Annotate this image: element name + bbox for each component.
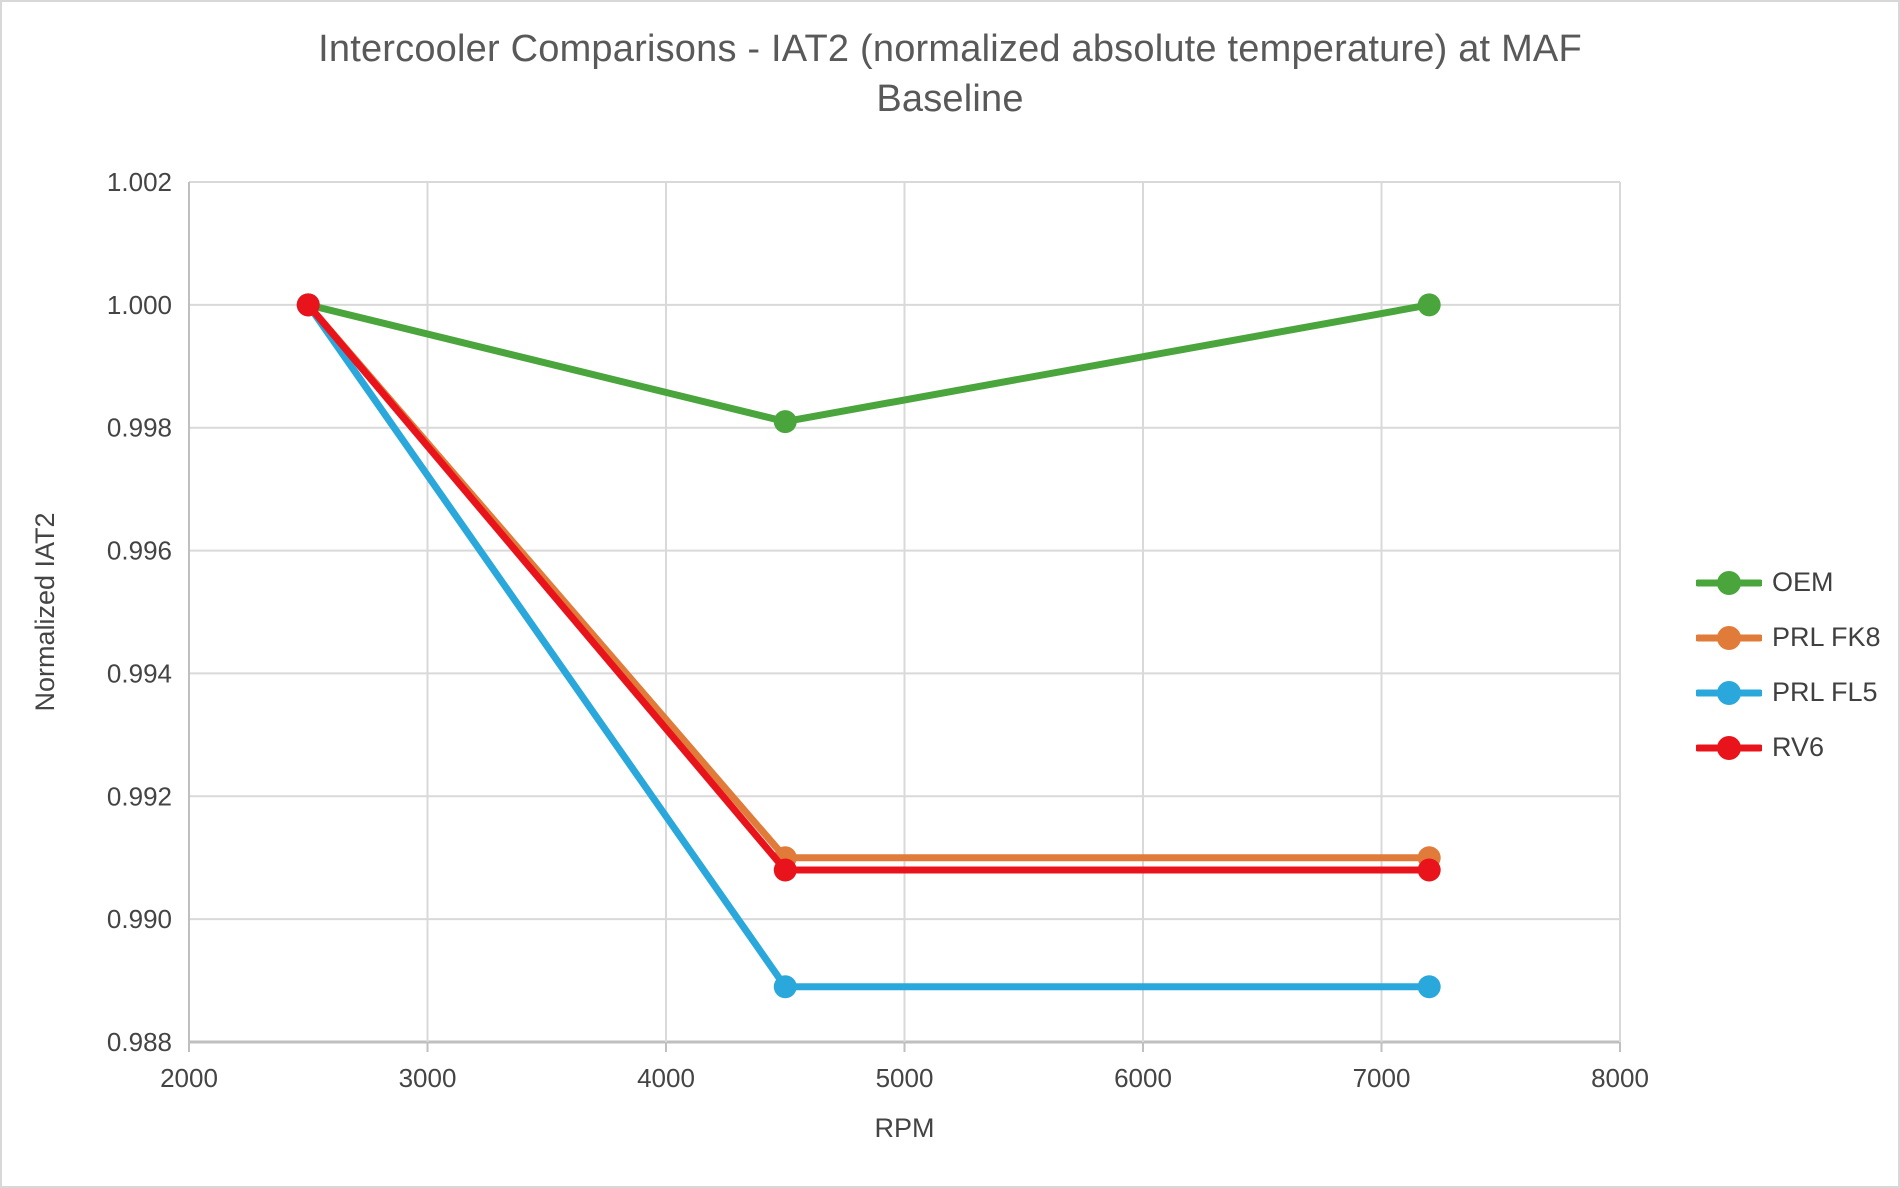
x-axis-title: RPM — [875, 1113, 935, 1143]
data-point-marker — [1417, 858, 1441, 882]
legend-item-prl-fk8: PRL FK8 — [1696, 610, 1881, 665]
y-axis-title: Normalized IAT2 — [30, 512, 60, 711]
y-tick-label: 1.002 — [107, 167, 172, 197]
legend-swatch-icon — [1696, 735, 1762, 760]
legend: OEM PRL FK8 PRL FL5 RV6 — [1696, 555, 1881, 775]
series-line-rv6 — [304, 301, 1433, 874]
y-tick-label: 1.000 — [107, 290, 172, 320]
y-tick-label: 0.990 — [107, 904, 172, 934]
data-point-marker — [1417, 293, 1441, 317]
series-line-oem — [304, 301, 1433, 426]
y-tick-label: 0.996 — [107, 536, 172, 566]
legend-label: PRL FK8 — [1772, 622, 1881, 652]
data-point-marker — [773, 975, 797, 999]
x-tick-label: 6000 — [1114, 1063, 1172, 1093]
y-tick-label: 0.992 — [107, 781, 172, 811]
x-tick-label: 5000 — [876, 1063, 934, 1093]
data-point-marker — [296, 293, 320, 317]
x-tick-label: 4000 — [637, 1063, 695, 1093]
x-tick-label: 8000 — [1591, 1063, 1649, 1093]
legend-swatch-icon — [1696, 625, 1762, 650]
series-line-prl-fk8 — [304, 301, 1433, 862]
x-tick-label: 2000 — [160, 1063, 218, 1093]
data-point-marker — [773, 410, 797, 434]
legend-label: OEM — [1772, 567, 1834, 597]
data-point-marker — [773, 858, 797, 882]
chart-title-line-1: Intercooler Comparisons - IAT2 (normaliz… — [318, 28, 1582, 70]
y-tick-label: 0.988 — [107, 1027, 172, 1057]
legend-item-oem: OEM — [1696, 555, 1881, 610]
legend-label: PRL FL5 — [1772, 677, 1878, 707]
x-tick-label: 3000 — [399, 1063, 457, 1093]
legend-label: RV6 — [1772, 732, 1825, 762]
y-tick-label: 0.994 — [107, 658, 172, 688]
legend-item-prl-fl5: PRL FL5 — [1696, 665, 1881, 720]
legend-swatch-icon — [1696, 570, 1762, 595]
chart-title-line-2: Baseline — [876, 78, 1024, 120]
x-tick-label: 7000 — [1353, 1063, 1411, 1093]
y-tick-label: 0.998 — [107, 413, 172, 443]
legend-item-rv6: RV6 — [1696, 720, 1881, 775]
chart-title: Intercooler Comparisons - IAT2 (normaliz… — [2, 24, 1898, 124]
data-point-marker — [1417, 975, 1441, 999]
legend-swatch-icon — [1696, 680, 1762, 705]
